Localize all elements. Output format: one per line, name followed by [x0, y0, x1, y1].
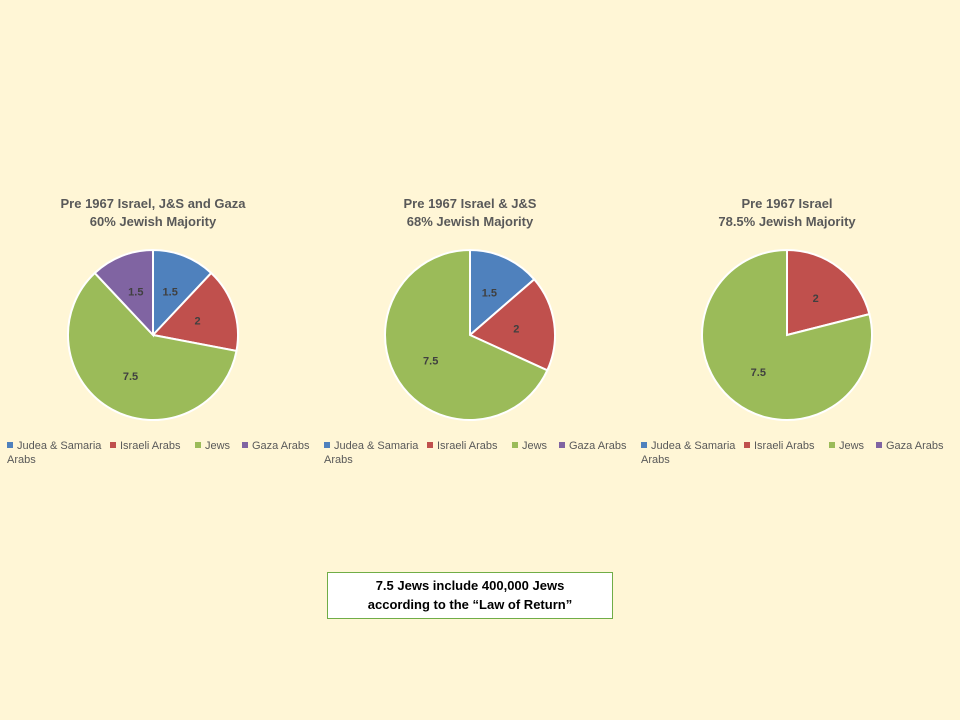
legend-swatch — [829, 442, 835, 448]
legend-label: Israeli Arabs — [754, 440, 815, 452]
legend-item: Israeli Arabs — [110, 439, 181, 453]
legend-item: Gaza Arabs — [876, 439, 943, 453]
legend-item: Gaza Arabs — [559, 439, 626, 453]
pie-chart: 1.5 2 7.5 — [384, 248, 556, 421]
data-label: 1.5 — [128, 287, 143, 299]
legend-swatch — [876, 442, 882, 448]
legend-swatch — [242, 442, 248, 448]
data-label: 7.5 — [751, 367, 766, 379]
pie-slice — [469, 248, 536, 338]
legend-label: Israeli Arabs — [120, 440, 181, 452]
pie-slice — [786, 248, 871, 337]
legend-item: Judea & Samaria Arabs — [7, 439, 107, 467]
legend-swatch — [512, 442, 518, 448]
chart-title: Pre 1967 Israel & J&S 68% Jewish Majority — [320, 195, 620, 231]
pie-slice — [384, 248, 549, 421]
legend-item: Gaza Arabs — [242, 439, 309, 453]
pie-slice — [152, 248, 213, 338]
legend-swatch — [195, 442, 201, 448]
note-line-1: 7.5 Jews include 400,000 Jews — [375, 578, 565, 593]
data-label: 2 — [813, 293, 819, 305]
note-line-2: according to the “Law of Return” — [367, 597, 573, 612]
data-label: 2 — [513, 323, 519, 335]
chart-subtitle: 78.5% Jewish Majority — [718, 214, 856, 229]
legend-swatch — [641, 442, 647, 448]
pie-chart: 1.5 2 7.5 1.5 — [66, 248, 239, 421]
legend-item: Jews — [829, 439, 864, 453]
pie-chart-panel: Pre 1967 Israel 78.5% Jewish Majority 2 7.5… — [637, 195, 943, 475]
legend-label: Jews — [839, 440, 865, 452]
legend-label: Judea & Samaria Arabs — [641, 440, 736, 466]
legend-label: Gaza Arabs — [252, 440, 310, 452]
chart-title-line: Pre 1967 Israel — [741, 196, 833, 211]
data-label: 1.5 — [163, 287, 178, 299]
pie-slice — [468, 277, 556, 372]
legend-label: Jews — [205, 440, 231, 452]
data-label: 7.5 — [123, 371, 138, 383]
pie-slice — [66, 271, 238, 421]
legend-label: Judea & Samaria Arabs — [7, 440, 102, 466]
pie-chart-panel: Pre 1967 Israel, J&S and Gaza 60% Jewish … — [3, 195, 309, 475]
chart-subtitle: 68% Jewish Majority — [406, 214, 534, 229]
legend-swatch — [427, 442, 433, 448]
chart-subtitle: 60% Jewish Majority — [89, 214, 217, 229]
legend-item: Israeli Arabs — [744, 439, 815, 453]
chart-title-line: Pre 1967 Israel & J&S — [403, 196, 537, 211]
legend-item: Jews — [512, 439, 547, 453]
note-box: 7.5 Jews include 400,000 Jews according … — [327, 572, 613, 619]
legend-item: Jews — [195, 439, 230, 453]
legend-item: Israeli Arabs — [427, 439, 498, 453]
data-label: 1.5 — [482, 288, 497, 300]
pie-slice — [151, 271, 239, 353]
pie-slice — [701, 248, 873, 421]
legend-label: Gaza Arabs — [886, 440, 944, 452]
legend-swatch — [559, 442, 565, 448]
chart-title-line: Pre 1967 Israel, J&S and Gaza — [60, 196, 246, 211]
legend-swatch — [324, 442, 330, 448]
legend-label: Judea & Samaria Arabs — [324, 440, 419, 466]
legend-item: Judea & Samaria Arabs — [324, 439, 424, 467]
legend-swatch — [7, 442, 13, 448]
legend-swatch — [110, 442, 116, 448]
data-label: 7.5 — [423, 355, 438, 367]
pie-chart: 27.5 — [701, 248, 873, 421]
legend-item: Judea & Samaria Arabs — [641, 439, 741, 467]
pie-chart-panel: Pre 1967 Israel & J&S 68% Jewish Majority… — [320, 195, 626, 475]
chart-title: Pre 1967 Israel 78.5% Jewish Majority — [637, 195, 937, 231]
data-label: 2 — [194, 316, 200, 328]
legend-label: Israeli Arabs — [437, 440, 498, 452]
chart-title: Pre 1967 Israel, J&S and Gaza 60% Jewish … — [3, 195, 303, 231]
pie-slice — [93, 248, 154, 338]
legend-label: Jews — [522, 440, 548, 452]
legend-swatch — [744, 442, 750, 448]
legend-label: Gaza Arabs — [569, 440, 627, 452]
